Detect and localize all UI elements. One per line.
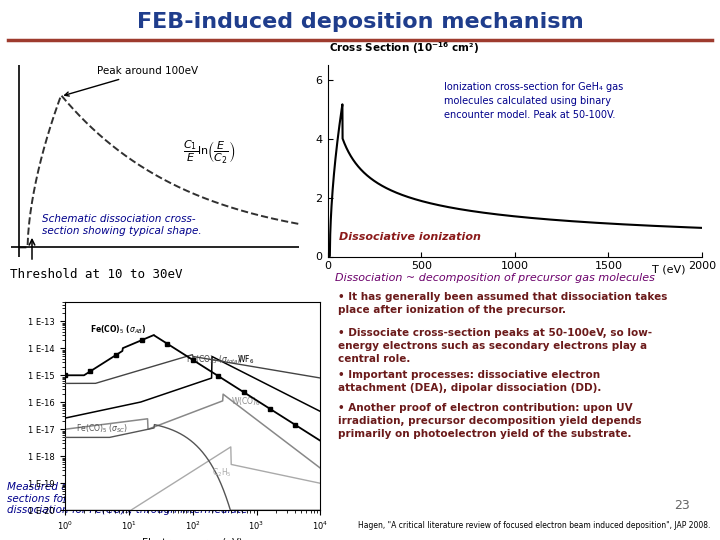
Text: Hagen, "A critical literature review of focused electron beam induced deposition: Hagen, "A critical literature review of … (358, 521, 710, 530)
Text: Peak around 100eV: Peak around 100eV (65, 66, 199, 96)
Text: • It has generally been assumed that dissociation takes
place after ionization o: • It has generally been assumed that dis… (338, 292, 667, 315)
Text: • Dissociate cross-section peaks at 50-100eV, so low-
energy electrons such as s: • Dissociate cross-section peaks at 50-1… (338, 328, 652, 363)
Text: • Another proof of electron contribution: upon UV
irradiation, precursor decompo: • Another proof of electron contribution… (338, 403, 642, 438)
Text: Fe(CO)$_5$ ($\sigma_{AB}$): Fe(CO)$_5$ ($\sigma_{AB}$) (90, 323, 147, 335)
Text: W(CO)$_6$: W(CO)$_6$ (231, 396, 261, 408)
Text: Cross Section ($\mathbf{10^{-16}}$ cm²): Cross Section ($\mathbf{10^{-16}}$ cm²) (330, 40, 480, 56)
Text: WF$_6$: WF$_6$ (238, 353, 254, 366)
Text: $\dfrac{C_1}{E}$$\ln\!\left(\dfrac{E}{C_2}\right)$: $\dfrac{C_1}{E}$$\ln\!\left(\dfrac{E}{C_… (183, 139, 235, 166)
Text: Threshold at 10 to 30eV: Threshold at 10 to 30eV (10, 268, 182, 281)
Text: FEB-induced deposition mechanism: FEB-induced deposition mechanism (137, 12, 583, 32)
Text: Ionization cross-section for GeH₄ gas
molecules calculated using binary
encounte: Ionization cross-section for GeH₄ gas mo… (444, 83, 623, 120)
Text: Dissociative ionization: Dissociative ionization (339, 232, 481, 242)
Text: Schematic dissociation cross-
section showing typical shape.: Schematic dissociation cross- section sh… (42, 214, 201, 235)
Text: 23: 23 (674, 499, 690, 512)
Text: C$_2$H$_5$: C$_2$H$_5$ (212, 466, 232, 478)
Text: Measured and estimated dissociation cross
sections for few precursors. Two step
: Measured and estimated dissociation cros… (7, 482, 248, 515)
Text: T (eV): T (eV) (652, 265, 685, 275)
Text: Fe(CO)$_5$ ($\sigma_{SC}$): Fe(CO)$_5$ ($\sigma_{SC}$) (76, 423, 128, 435)
Text: Dissociation ~ decomposition of precursor gas molecules: Dissociation ~ decomposition of precurso… (335, 273, 655, 283)
Text: • Important processes: dissociative electron
attachment (DEA), dipolar dissociat: • Important processes: dissociative elec… (338, 370, 601, 393)
X-axis label: Electron energy (eV): Electron energy (eV) (143, 538, 243, 540)
Text: Fe(CO)$_5$ ($\sigma_{total}$): Fe(CO)$_5$ ($\sigma_{total}$) (186, 353, 243, 366)
